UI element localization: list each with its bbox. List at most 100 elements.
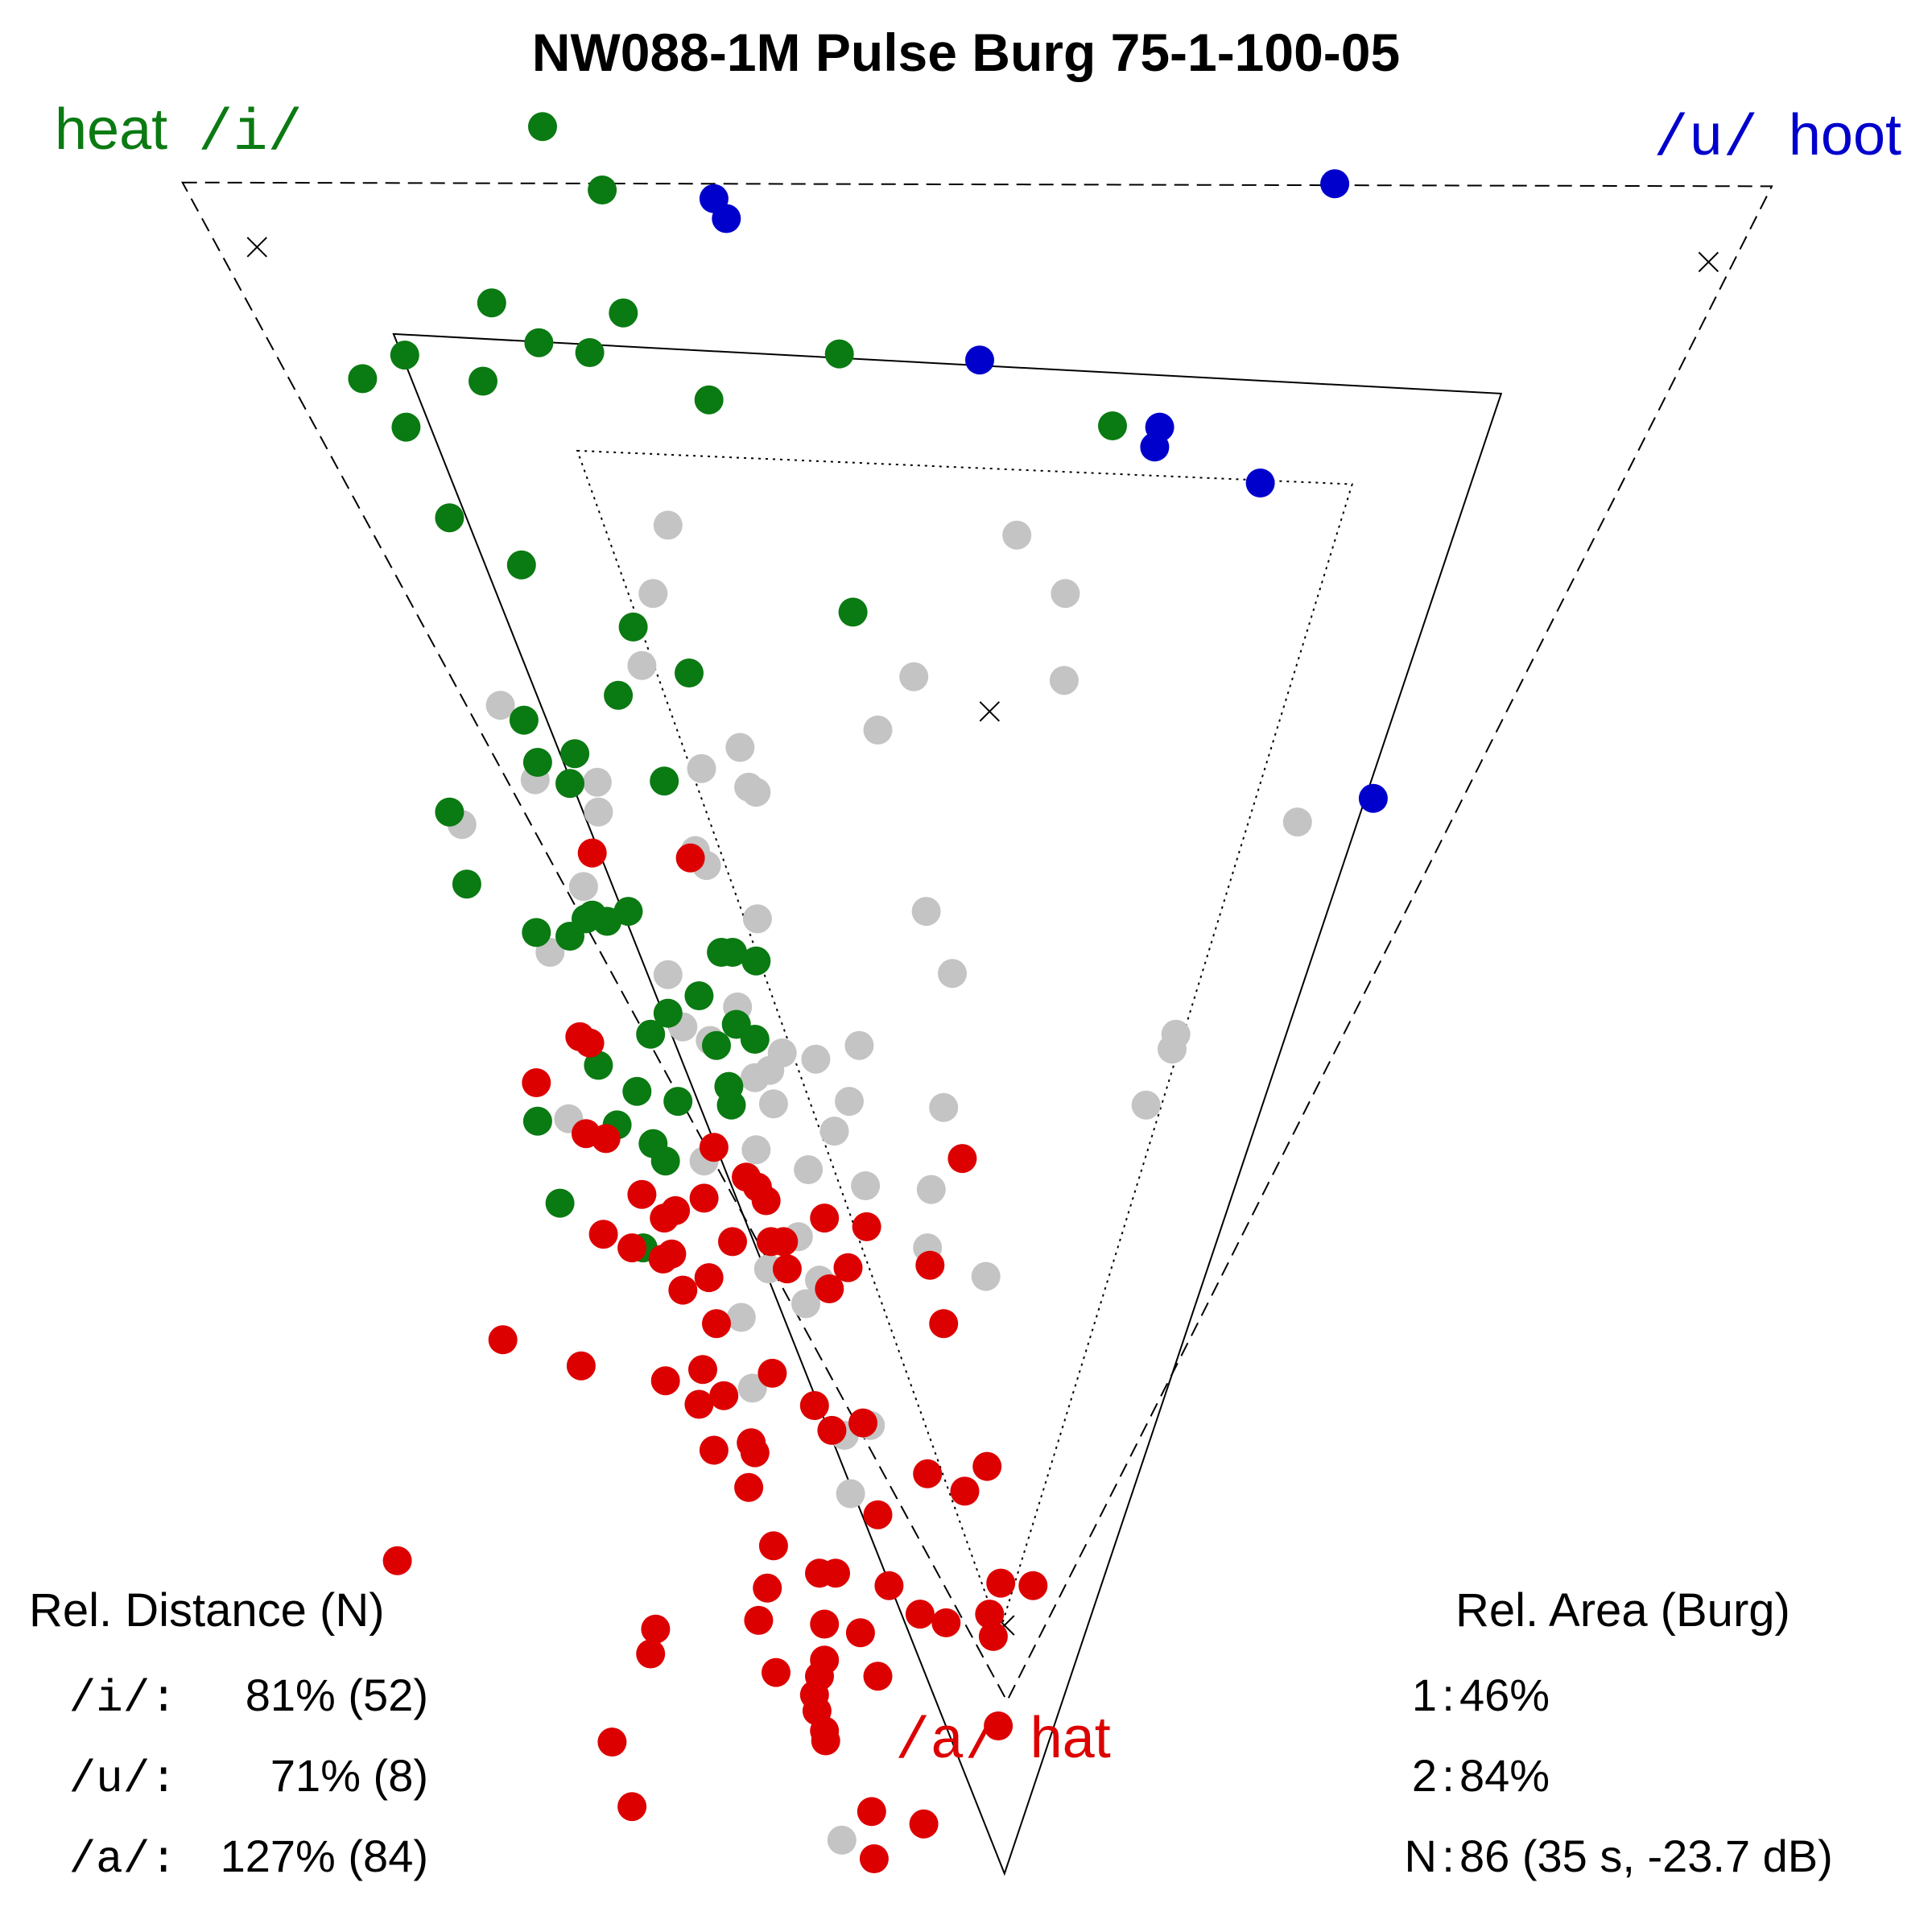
point-i — [555, 769, 584, 799]
point-a — [799, 1391, 829, 1420]
point-i — [522, 918, 551, 947]
point-i — [716, 1090, 746, 1120]
point-i — [390, 341, 419, 370]
point-a — [863, 1662, 893, 1691]
cross-marker-1 — [1698, 251, 1719, 273]
point-u — [1358, 783, 1388, 813]
point-i — [740, 1025, 770, 1054]
point-i — [824, 339, 854, 369]
rel-distance-value-a: 127% (84) — [221, 1831, 428, 1881]
triangle-dashed — [181, 181, 1773, 1703]
point-other — [1131, 1090, 1161, 1120]
point-other — [740, 1063, 770, 1092]
point-other — [863, 715, 893, 745]
point-a — [597, 1728, 627, 1757]
point-other — [1049, 666, 1079, 696]
point-i — [509, 705, 539, 735]
point-i — [469, 366, 497, 396]
rel-distance-value-i: 81% (52) — [246, 1670, 428, 1720]
point-other — [1051, 579, 1080, 609]
point-other — [1002, 520, 1032, 550]
vowel-label-u-word: hoot — [1789, 103, 1901, 167]
point-a — [617, 1233, 647, 1263]
point-a — [591, 1124, 621, 1154]
point-a — [984, 1711, 1013, 1740]
point-i — [528, 112, 557, 142]
point-other — [929, 1092, 959, 1122]
point-a — [913, 1459, 943, 1488]
point-a — [909, 1809, 939, 1839]
vowel-label-i: heat /i/ — [55, 97, 303, 167]
point-a — [978, 1621, 1008, 1651]
point-i — [524, 328, 554, 357]
point-i — [684, 981, 714, 1010]
rel-distance-label-i: /i/: — [69, 1673, 177, 1724]
point-a — [588, 1220, 618, 1249]
point-a — [848, 1408, 877, 1438]
point-other — [737, 1373, 767, 1403]
rel-distance-label-a: /a/: — [69, 1834, 177, 1885]
point-a — [947, 1144, 977, 1174]
point-a — [772, 1254, 802, 1284]
point-a — [931, 1608, 961, 1637]
point-other — [801, 1044, 831, 1074]
point-i — [1098, 411, 1127, 440]
point-other — [1158, 1034, 1187, 1064]
point-other — [584, 797, 613, 827]
point-a — [627, 1179, 657, 1209]
point-a — [617, 1792, 647, 1822]
point-i — [592, 906, 622, 936]
point-i — [348, 364, 378, 394]
rel-area-sep-2: : — [1442, 1750, 1455, 1801]
vowel-label-u: /u/ hoot — [1653, 103, 1901, 172]
point-other — [638, 579, 668, 609]
point-i — [584, 1051, 613, 1080]
chart-title: NW088-1M Pulse Burg 75-1-100-05 — [532, 23, 1400, 82]
rel-distance-panel: Rel. Distance (N) /i/: 81% (52) /u/: 71%… — [29, 1584, 428, 1885]
point-a — [689, 1183, 719, 1213]
point-other — [911, 897, 941, 927]
point-a — [575, 1028, 605, 1058]
point-i — [741, 946, 771, 976]
point-i — [506, 550, 536, 580]
point-other — [627, 650, 657, 680]
point-i — [622, 1076, 652, 1106]
vowel-triangles — [181, 181, 1773, 1876]
point-other — [568, 872, 598, 902]
point-i — [675, 658, 704, 687]
point-i — [435, 797, 464, 827]
point-other — [794, 1155, 824, 1184]
point-i — [588, 175, 617, 204]
point-a — [905, 1600, 935, 1629]
point-i — [435, 503, 464, 533]
point-a — [758, 1531, 788, 1561]
triangle-dotted — [576, 449, 1354, 1636]
point-u — [1245, 469, 1275, 497]
point-other — [971, 1261, 1001, 1291]
point-other — [687, 753, 716, 783]
vowel-label-u-ipa: /u/ — [1653, 106, 1758, 172]
point-a — [636, 1639, 666, 1669]
point-a — [740, 1438, 770, 1468]
point-a — [758, 1358, 787, 1388]
rel-area-sep-n: : — [1442, 1831, 1455, 1881]
point-a — [577, 838, 607, 868]
point-i — [636, 1019, 666, 1049]
point-a — [382, 1546, 412, 1575]
point-other — [725, 733, 755, 762]
point-other — [485, 691, 515, 720]
point-a — [929, 1309, 959, 1339]
point-i — [452, 869, 481, 899]
point-i — [650, 1146, 680, 1176]
vowel-label-a-word: hat — [1030, 1706, 1111, 1770]
point-u — [712, 204, 741, 233]
point-a — [833, 1253, 863, 1282]
data-points — [348, 112, 1388, 1873]
point-i — [545, 1188, 575, 1218]
point-a — [566, 1351, 596, 1381]
point-a — [863, 1500, 893, 1530]
point-i — [391, 412, 421, 442]
point-other — [835, 1087, 864, 1117]
point-a — [817, 1415, 847, 1445]
